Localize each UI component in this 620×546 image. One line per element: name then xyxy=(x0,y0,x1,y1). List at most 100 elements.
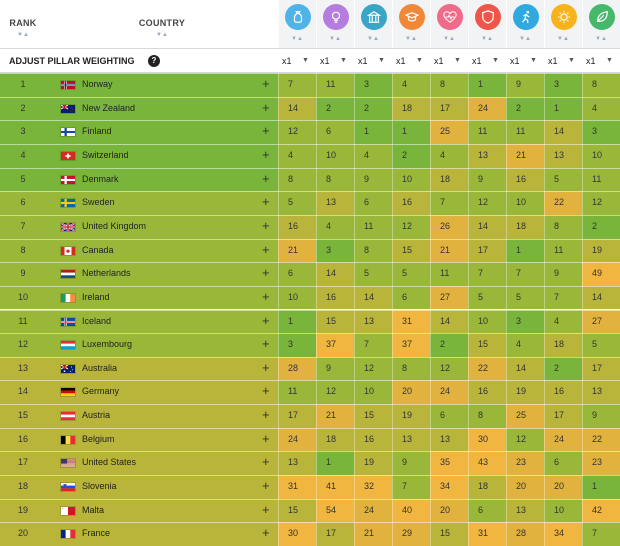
expand-plus-icon[interactable]: + xyxy=(262,312,270,328)
sort-arrows-icon[interactable]: ▼▲ xyxy=(156,32,168,38)
sort-arrows-icon[interactable]: ▼▲ xyxy=(519,36,531,42)
sort-arrows-icon[interactable]: ▼▲ xyxy=(443,36,455,42)
expand-plus-icon[interactable]: + xyxy=(262,383,270,399)
table-row[interactable]: 10 Ireland +10 16 14 6 27 5 5 7 14 xyxy=(0,285,620,310)
expand-plus-icon[interactable]: + xyxy=(262,407,270,423)
table-row[interactable]: 2 New Zealand +14 2 2 18 17 24 2 1 4 xyxy=(0,96,620,121)
chevron-down-icon[interactable]: ▼ xyxy=(492,57,499,64)
table-row[interactable]: 13 Australia +28 9 12 8 12 22 14 2 17 xyxy=(0,356,620,381)
country-cell[interactable]: Finland + xyxy=(46,120,278,144)
table-row[interactable]: 3 Finland +12 6 1 1 25 11 11 14 3 xyxy=(0,120,620,144)
lightbulb-icon[interactable] xyxy=(323,4,349,30)
chevron-down-icon[interactable]: ▼ xyxy=(530,57,537,64)
expand-plus-icon[interactable]: + xyxy=(262,265,270,281)
sort-arrows-icon[interactable]: ▼▲ xyxy=(17,32,29,38)
table-row[interactable]: 6 Sweden +5 13 6 16 7 12 10 22 12 xyxy=(0,191,620,215)
pillar-column-header[interactable]: ▼▲ xyxy=(468,0,506,48)
table-row[interactable]: 20 France +30 17 21 29 15 31 28 34 7 xyxy=(0,522,620,546)
sort-arrows-icon[interactable]: ▼▲ xyxy=(367,36,379,42)
country-cell[interactable]: New Zealand + xyxy=(46,97,278,121)
country-cell[interactable]: Ireland + xyxy=(46,286,278,310)
table-row[interactable]: 14 Germany +11 12 10 20 24 16 19 16 13 xyxy=(0,380,620,405)
country-cell[interactable]: Canada + xyxy=(46,239,278,263)
pillar-column-header[interactable]: ▼▲ xyxy=(354,0,392,48)
country-column-header[interactable]: COUNTRY ▼▲ xyxy=(46,0,278,48)
shield-icon[interactable] xyxy=(475,4,501,30)
chevron-down-icon[interactable]: ▼ xyxy=(378,57,385,64)
money-bag-icon[interactable] xyxy=(285,4,311,30)
expand-plus-icon[interactable]: + xyxy=(262,525,270,541)
expand-plus-icon[interactable]: + xyxy=(262,501,270,517)
government-building-icon[interactable] xyxy=(361,4,387,30)
pillar-column-header[interactable]: ▼▲ xyxy=(430,0,468,48)
running-person-icon[interactable] xyxy=(513,4,539,30)
sort-arrows-icon[interactable]: ▼▲ xyxy=(595,36,607,42)
table-row[interactable]: 12 Luxembourg +3 37 7 37 2 15 4 18 5 xyxy=(0,333,620,357)
expand-plus-icon[interactable]: + xyxy=(262,454,270,470)
expand-plus-icon[interactable]: + xyxy=(262,99,270,115)
expand-plus-icon[interactable]: + xyxy=(262,76,270,91)
pillar-column-header[interactable]: ▼▲ xyxy=(506,0,544,48)
expand-plus-icon[interactable]: + xyxy=(262,146,270,162)
table-row[interactable]: 5 Denmark +8 8 9 10 18 9 16 5 11 xyxy=(0,167,620,192)
country-cell[interactable]: Sweden + xyxy=(46,191,278,215)
table-row[interactable]: 18 Slovenia +31 41 32 7 34 18 20 20 1 xyxy=(0,475,620,499)
table-row[interactable]: 15 Austria +17 21 15 19 6 8 25 17 9 xyxy=(0,404,620,428)
country-cell[interactable]: Switzerland + xyxy=(46,144,278,168)
country-cell[interactable]: Netherlands + xyxy=(46,262,278,286)
sort-arrows-icon[interactable]: ▼▲ xyxy=(481,36,493,42)
help-icon[interactable]: ? xyxy=(148,55,160,67)
chevron-down-icon[interactable]: ▼ xyxy=(454,57,461,64)
table-row[interactable]: 17 United States +13 1 19 9 35 43 23 6 23 xyxy=(0,451,620,476)
pillar-column-header[interactable]: ▼▲ xyxy=(582,0,620,48)
sort-arrows-icon[interactable]: ▼▲ xyxy=(405,36,417,42)
sort-arrows-icon[interactable]: ▼▲ xyxy=(557,36,569,42)
country-cell[interactable]: United Kingdom + xyxy=(46,215,278,239)
expand-plus-icon[interactable]: + xyxy=(262,430,270,446)
chevron-down-icon[interactable]: ▼ xyxy=(568,57,575,64)
expand-plus-icon[interactable]: + xyxy=(262,217,270,233)
expand-plus-icon[interactable]: + xyxy=(262,478,270,494)
heart-pulse-icon[interactable] xyxy=(437,4,463,30)
country-cell[interactable]: Australia + xyxy=(46,357,278,381)
table-row[interactable]: 11 Iceland +1 15 13 31 14 10 3 4 27 xyxy=(0,309,620,334)
country-cell[interactable]: Denmark + xyxy=(46,168,278,192)
country-cell[interactable]: Belgium + xyxy=(46,428,278,452)
chevron-down-icon[interactable]: ▼ xyxy=(606,57,613,64)
sort-arrows-icon[interactable]: ▼▲ xyxy=(329,36,341,42)
table-row[interactable]: 16 Belgium +24 18 16 13 13 30 12 24 22 xyxy=(0,427,620,452)
leaf-icon[interactable] xyxy=(589,4,615,30)
pillar-column-header[interactable]: ▼▲ xyxy=(278,0,316,48)
table-row[interactable]: 4 Switzerland +4 10 4 2 4 13 21 13 10 xyxy=(0,143,620,168)
table-row[interactable]: 9 Netherlands +6 14 5 5 11 7 7 9 49 xyxy=(0,262,620,286)
country-cell[interactable]: Luxembourg + xyxy=(46,333,278,357)
sort-arrows-icon[interactable]: ▼▲ xyxy=(291,36,303,42)
country-cell[interactable]: Iceland + xyxy=(46,310,278,334)
expand-plus-icon[interactable]: + xyxy=(262,123,270,139)
country-cell[interactable]: United States + xyxy=(46,451,278,475)
expand-plus-icon[interactable]: + xyxy=(262,336,270,352)
table-row[interactable]: 7 United Kingdom +16 4 11 12 26 14 18 8 2 xyxy=(0,214,620,239)
chevron-down-icon[interactable]: ▼ xyxy=(416,57,423,64)
chevron-down-icon[interactable]: ▼ xyxy=(340,57,347,64)
graduation-cap-icon[interactable] xyxy=(399,4,425,30)
rank-column-header[interactable]: RANK ▼▲ xyxy=(0,0,46,48)
country-cell[interactable]: Slovenia + xyxy=(46,475,278,499)
pillar-column-header[interactable]: ▼▲ xyxy=(392,0,430,48)
expand-plus-icon[interactable]: + xyxy=(262,170,270,186)
expand-plus-icon[interactable]: + xyxy=(262,194,270,210)
table-row[interactable]: 19 Malta +15 54 24 40 20 6 13 10 42 xyxy=(0,498,620,523)
country-cell[interactable]: Germany + xyxy=(46,380,278,404)
expand-plus-icon[interactable]: + xyxy=(262,288,270,304)
pillar-column-header[interactable]: ▼▲ xyxy=(316,0,354,48)
table-row[interactable]: 1 Norway +7 11 3 4 8 1 9 3 8 xyxy=(0,73,620,97)
expand-plus-icon[interactable]: + xyxy=(262,241,270,257)
chevron-down-icon[interactable]: ▼ xyxy=(302,57,309,64)
country-cell[interactable]: France + xyxy=(46,522,278,546)
country-cell[interactable]: Austria + xyxy=(46,404,278,428)
expand-plus-icon[interactable]: + xyxy=(262,359,270,375)
country-cell[interactable]: Malta + xyxy=(46,499,278,523)
pillar-column-header[interactable]: ▼▲ xyxy=(544,0,582,48)
table-row[interactable]: 8 Canada +21 3 8 15 21 17 1 11 19 xyxy=(0,238,620,263)
country-cell[interactable]: Norway + xyxy=(46,73,278,97)
